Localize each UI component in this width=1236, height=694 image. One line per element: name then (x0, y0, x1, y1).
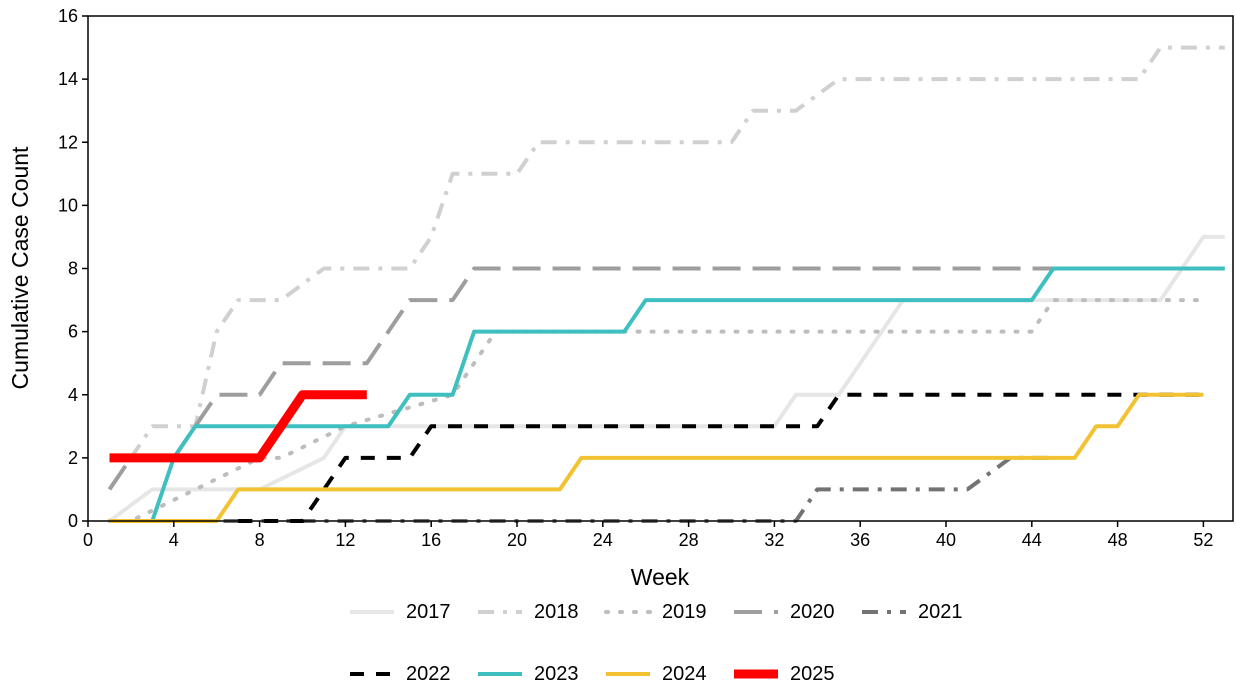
series-line-2022 (238, 392, 1204, 523)
series-layer (107, 45, 1225, 523)
series-line-2019 (107, 298, 1206, 523)
legend-label-2020: 2020 (790, 601, 835, 623)
legend-label-2024: 2024 (662, 663, 707, 685)
series-line-2018 (107, 45, 1225, 491)
y-tick-label: 6 (68, 322, 78, 342)
y-tick-label: 16 (58, 6, 78, 26)
y-tick-label: 8 (68, 259, 78, 279)
y-tick-label: 4 (68, 385, 78, 405)
y-tick-label: 12 (58, 132, 78, 152)
x-tick-label: 52 (1193, 530, 1213, 550)
x-tick-label: 16 (421, 530, 441, 550)
x-tick-label: 36 (850, 530, 870, 550)
legend-label-2022: 2022 (406, 663, 451, 685)
x-tick-label: 0 (83, 530, 93, 550)
x-tick-label: 44 (1022, 530, 1042, 550)
y-tick-label: 0 (68, 511, 78, 531)
legend: 2017 2018 2019 2020 2021 2022 2023 2024 2025 (350, 601, 963, 685)
legend-label-2023: 2023 (534, 663, 579, 685)
legend-label-2018: 2018 (534, 601, 579, 623)
y-tick-label: 2 (68, 448, 78, 468)
y-axis-title: Cumulative Case Count (7, 146, 33, 390)
y-tick-label: 10 (58, 195, 78, 215)
series-line-2024 (109, 392, 1204, 523)
x-tick-label: 4 (169, 530, 179, 550)
legend-label-2021: 2021 (918, 601, 963, 623)
x-tick-label: 20 (507, 530, 527, 550)
x-tick-label: 40 (936, 530, 956, 550)
x-axis: 0 4 8 12 16 20 24 28 32 36 40 44 48 52 (83, 521, 1213, 550)
x-tick-label: 48 (1108, 530, 1128, 550)
legend-label-2019: 2019 (662, 601, 707, 623)
x-tick-label: 12 (335, 530, 355, 550)
x-tick-label: 32 (764, 530, 784, 550)
legend-label-2017: 2017 (406, 601, 451, 623)
y-tick-label: 14 (58, 69, 78, 89)
series-line-2023 (109, 266, 1225, 523)
series-line-2025 (109, 390, 367, 463)
x-tick-label: 28 (679, 530, 699, 550)
legend-label-2025: 2025 (790, 663, 835, 685)
x-tick-label: 8 (255, 530, 265, 550)
y-axis: 0 2 4 6 8 10 12 14 16 (58, 6, 88, 531)
x-axis-title: Week (631, 564, 690, 590)
x-tick-label: 24 (593, 530, 613, 550)
